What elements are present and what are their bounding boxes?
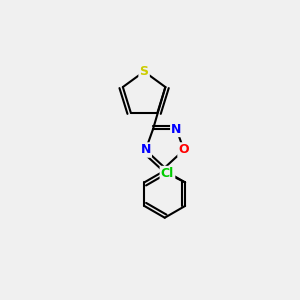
Text: Cl: Cl bbox=[161, 167, 174, 180]
Text: O: O bbox=[178, 143, 189, 157]
Text: S: S bbox=[140, 65, 148, 78]
Text: N: N bbox=[171, 123, 182, 136]
Text: N: N bbox=[140, 143, 151, 157]
